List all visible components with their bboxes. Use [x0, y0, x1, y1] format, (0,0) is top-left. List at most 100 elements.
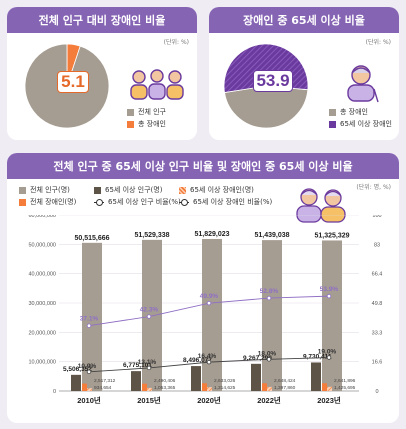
bar-total-disabled [82, 383, 87, 391]
point-senior-population-ratio [86, 369, 92, 375]
bar-senior-population [251, 363, 261, 391]
bar-senior-disabled [87, 388, 92, 391]
elderly-couple-icon [296, 188, 346, 223]
point-senior-population-ratio [146, 365, 152, 371]
label-total-population: 51,529,338 [134, 232, 169, 239]
y-left-tick: 10,000,000 [28, 360, 56, 366]
y-left-tick: 60,000,000 [28, 215, 56, 219]
label-total-population: 51,829,023 [194, 231, 229, 238]
label-total-disabled: 2,633,026 [214, 378, 236, 384]
bar-total-population [202, 238, 222, 391]
combined-chart: 0 10,000,000 20,000,000 30,000,000 40,000,00… [28, 215, 383, 405]
bar-senior-disabled [327, 386, 332, 391]
label-senior-population-ratio: 16.4% [198, 353, 217, 360]
label-senior-disabled-ratio: 49.9% [200, 293, 219, 300]
y-right-tick: 49.8 [372, 301, 383, 307]
label-senior-population-ratio: 10.9% [78, 363, 97, 370]
bar-senior-population [131, 371, 141, 391]
bar-total-population [82, 242, 102, 391]
point-senior-disabled-ratio [86, 323, 92, 328]
panel1-unit: (단위: %) [163, 39, 189, 46]
y-left-tick: 20,000,000 [28, 330, 56, 336]
label-total-disabled: 2,517,312 [94, 378, 116, 384]
point-senior-disabled-ratio [206, 300, 212, 306]
panel1-title: 전체 인구 대비 장애인 비율 [7, 7, 197, 33]
legend-total-disabled: 전체 장애인(명) [19, 197, 76, 207]
point-senior-disabled-ratio [266, 295, 272, 301]
panel2-value-label: 53.9 [253, 70, 293, 92]
label-senior-disabled-ratio: 53.9% [320, 286, 339, 293]
bar-total-population [262, 240, 282, 391]
bar-senior-disabled [207, 387, 212, 391]
panel-senior-disabled-ratio: 장애인 중 65세 이상 비율 (단위: %) 53.9 총 장애인 65세 이… [209, 7, 399, 140]
legend-senior-disabled: 65세 이상 장애인(명) [179, 185, 254, 195]
legend-senior-population: 65세 이상 인구(명) [94, 185, 162, 195]
legend-total-population: 전체 인구(명) [19, 185, 70, 195]
bar-total-disabled [202, 383, 207, 391]
panel-combined-chart: 전체 인구 중 65세 이상 인구 비율 및 장애인 중 65세 이상 비율 (… [7, 153, 399, 423]
panel3-unit: (단위: 명, %) [356, 184, 391, 191]
label-senior-disabled: 1,397,860 [274, 385, 296, 391]
x-tick-label: 2010년 [77, 395, 101, 405]
senior-person-icon [347, 65, 379, 103]
y-left-tick: 40,000,000 [28, 272, 56, 278]
panel2-legend-disabled: 총 장애인 [329, 107, 368, 117]
label-senior-population: 9,267,290 [243, 355, 272, 362]
panel2-title: 장애인 중 65세 이상 비율 [209, 7, 399, 33]
label-senior-population: 6,775,101 [123, 362, 152, 369]
y-right-tick: 100 [372, 215, 381, 219]
label-senior-population: 5,506,352 [63, 366, 92, 373]
panel1-legend-total: 전체 인구 [127, 107, 166, 117]
y-left-tick: 50,000,000 [28, 242, 56, 248]
x-tick-label: 2023년 [317, 395, 341, 405]
point-senior-population-ratio [266, 357, 272, 362]
bar-total-population [322, 240, 342, 391]
label-total-disabled: 2,490,406 [154, 378, 176, 384]
bar-total-disabled [262, 383, 267, 391]
y-left-tick: 30,000,000 [28, 301, 56, 307]
legend-senior-pop-ratio: 65세 이상 인구 비율(%) [94, 197, 181, 207]
y-left-tick: 0 [53, 389, 56, 395]
point-senior-disabled-ratio [146, 314, 152, 319]
y-right-tick: 33.3 [372, 330, 383, 336]
y-right-tick: 0 [375, 389, 378, 395]
label-senior-population: 8,496,077 [183, 357, 212, 364]
y-right-tick: 83 [374, 242, 380, 248]
label-senior-disabled-ratio: 52.8% [260, 288, 279, 295]
point-senior-disabled-ratio [326, 293, 332, 299]
label-senior-disabled-ratio: 42.3% [140, 307, 159, 314]
pie2-slice-disabled [224, 85, 309, 129]
point-senior-population-ratio [206, 359, 212, 365]
bar-senior-population [191, 366, 201, 391]
x-tick-label: 2020년 [197, 395, 221, 405]
label-total-population: 51,325,329 [314, 232, 349, 239]
panel2-unit: (단위: %) [365, 39, 391, 46]
bar-senior-disabled [267, 386, 272, 391]
label-total-disabled: 2,648,424 [274, 378, 296, 384]
y-right-tick: 66.4 [372, 272, 383, 278]
point-senior-population-ratio [326, 355, 332, 360]
label-total-population: 51,439,038 [254, 232, 289, 239]
x-tick-label: 2015년 [137, 395, 161, 405]
label-senior-disabled: 934,654 [94, 385, 112, 391]
x-tick-label: 2022년 [257, 395, 281, 405]
label-senior-disabled: 1,425,695 [334, 385, 356, 391]
panel1-legend-disabled: 총 장애인 [127, 119, 166, 129]
panel1-value-label: 5.1 [57, 71, 89, 93]
bar-senior-population [71, 374, 81, 391]
y-right-tick: 16.6 [372, 360, 383, 366]
legend-senior-disabled-ratio: 65세 이상 장애인 비율(%) [179, 197, 272, 207]
label-senior-population-ratio: 18.0% [258, 350, 277, 357]
label-senior-population-ratio: 19.0% [318, 349, 337, 356]
label-senior-disabled: 1,314,625 [214, 385, 236, 391]
label-senior-disabled: 1,053,365 [154, 385, 176, 391]
label-total-disabled: 2,641,896 [334, 378, 356, 384]
panel-disabled-ratio: 전체 인구 대비 장애인 비율 (단위: %) 5.1 전체 인구 총 장애인 [7, 7, 197, 140]
bar-total-disabled [322, 383, 327, 391]
label-total-population: 50,515,666 [74, 235, 109, 242]
bar-total-disabled [142, 383, 147, 391]
panel2-legend-senior: 65세 이상 장애인 [329, 119, 392, 129]
panel3-title: 전체 인구 중 65세 이상 인구 비율 및 장애인 중 65세 이상 비율 [7, 153, 399, 179]
bar-senior-disabled [147, 387, 152, 391]
label-senior-population: 9,730,411 [303, 353, 332, 360]
